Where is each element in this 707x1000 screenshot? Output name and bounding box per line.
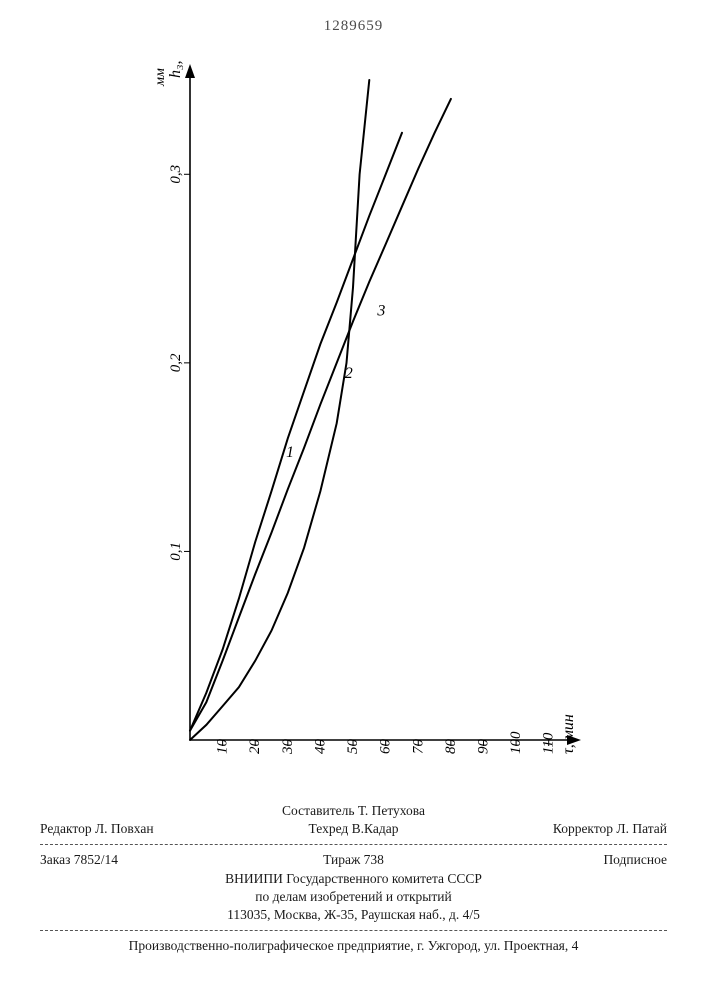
chart: 0,1 0,2 0,3 h₃,мм 10 20 30 40 50 60 70 80 90 100 110τ,… — [120, 60, 590, 780]
chart-svg: 0,1 0,2 0,3 h₃,мм 10 20 30 40 50 60 70 80 90 100 110τ,… — [120, 60, 590, 780]
print-row: Заказ 7852/14 Тираж 738 Подписное — [40, 851, 667, 869]
svg-text:80: 80 — [443, 739, 459, 755]
curve-label-1: 1 — [286, 444, 294, 461]
svg-text:110: 110 — [541, 732, 557, 754]
curve-label-3: 3 — [376, 303, 385, 320]
svg-text:0,2: 0,2 — [168, 353, 184, 372]
curve-1 — [190, 133, 402, 731]
organization-line-3: 113035, Москва, Ж-35, Раушская наб., д. … — [40, 906, 667, 924]
curve-2 — [190, 99, 451, 731]
printer-line: Производственно-полиграфическое предприя… — [40, 937, 667, 955]
svg-text:h₃,: h₃, — [167, 60, 184, 78]
svg-text:60: 60 — [378, 739, 394, 755]
svg-text:100: 100 — [508, 731, 524, 754]
svg-text:50: 50 — [345, 739, 361, 755]
document-number: 1289659 — [0, 18, 707, 35]
svg-text:10: 10 — [215, 739, 231, 755]
svg-text:мм: мм — [153, 68, 168, 87]
separator-1 — [40, 844, 667, 845]
curve-3 — [190, 80, 369, 740]
svg-text:70: 70 — [410, 739, 426, 755]
editor: Редактор Л. Повхан — [40, 820, 230, 838]
svg-text:0,3: 0,3 — [168, 165, 184, 184]
compiler-line: Составитель Т. Петухова — [40, 802, 667, 820]
techred: Техред В.Кадар — [230, 820, 477, 838]
separator-2 — [40, 930, 667, 931]
subscription: Подписное — [477, 851, 667, 869]
svg-text:20: 20 — [247, 739, 263, 755]
organization-line-1: ВНИИПИ Государственного комитета СССР — [40, 870, 667, 888]
credits-row: Редактор Л. Повхан Техред В.Кадар Коррек… — [40, 820, 667, 838]
colophon: Составитель Т. Петухова Редактор Л. Повх… — [40, 802, 667, 956]
page: 1289659 0,1 0,2 0,3 h₃,мм 10 20 30 40 50 60 70 80 90… — [0, 0, 707, 1000]
corrector: Корректор Л. Патай — [477, 820, 667, 838]
svg-text:τ, мин: τ, мин — [560, 714, 577, 754]
svg-text:40: 40 — [312, 739, 328, 755]
svg-text:30: 30 — [280, 739, 296, 756]
curve-label-2: 2 — [345, 365, 353, 382]
svg-text:90: 90 — [475, 739, 491, 755]
svg-text:0,1: 0,1 — [168, 542, 184, 561]
organization-line-2: по делам изобретений и открытий — [40, 888, 667, 906]
circulation: Тираж 738 — [230, 851, 477, 869]
order-number: Заказ 7852/14 — [40, 851, 230, 869]
